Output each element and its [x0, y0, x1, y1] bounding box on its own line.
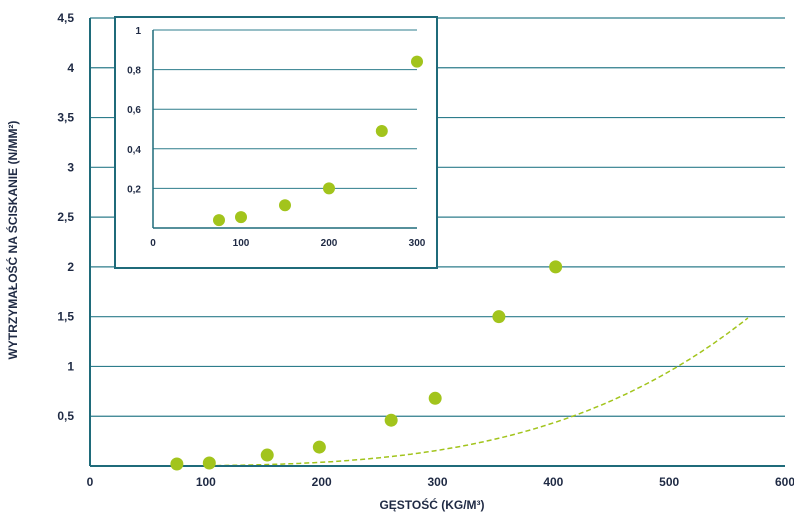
inset-y-tick-label: 0,8 [127, 66, 141, 77]
inset-data-point [323, 182, 335, 195]
inset-data-point [411, 55, 423, 68]
inset-data-point [235, 211, 247, 224]
y-tick-label: 2,5 [57, 210, 74, 224]
data-point [549, 260, 563, 274]
y-tick-label: 4 [67, 61, 74, 75]
inset-data-point [213, 214, 225, 227]
inset-x-tick-label: 300 [409, 238, 426, 249]
y-tick-label: 2 [67, 260, 74, 274]
inset-axes [152, 30, 417, 229]
y-tick-label: 0,5 [57, 409, 74, 423]
y-tick-label: 4,5 [57, 11, 74, 25]
x-axis-title: GĘSTOŚĆ (KG/M³) [379, 497, 484, 512]
data-point [202, 456, 216, 470]
inset-points [213, 55, 423, 227]
inset-grid [153, 29, 417, 189]
inset-chart: 0,2 0,4 0,6 0,8 1 0 100 200 300 [114, 16, 438, 269]
main-tick-labels: 0,5 1 1,5 2 2,5 3 3,5 4 4,5 0 100 200 300 400 500 600 [57, 11, 794, 489]
x-tick-label: 300 [427, 475, 447, 489]
data-point [428, 391, 442, 405]
y-tick-label: 3 [67, 160, 74, 174]
y-axis-title: WYTRZYMAŁOŚĆ NA ŚCISKANIE (N/MM²) [5, 121, 20, 360]
inset-x-tick-label: 200 [321, 238, 338, 249]
data-point [312, 440, 326, 454]
data-point [260, 448, 274, 462]
inset-y-tick-label: 0,6 [127, 105, 141, 116]
y-tick-label: 1,5 [57, 310, 74, 324]
x-tick-label: 100 [196, 475, 216, 489]
x-tick-label: 0 [87, 475, 94, 489]
inset-x-tick-label: 100 [233, 238, 250, 249]
y-tick-label: 3,5 [57, 111, 74, 125]
x-tick-label: 500 [659, 475, 679, 489]
inset-data-point [375, 124, 388, 137]
inset-tick-labels: 0,2 0,4 0,6 0,8 1 0 100 200 300 [127, 26, 426, 249]
inset-data-point [279, 199, 291, 212]
inset-y-tick-label: 0,4 [127, 145, 141, 156]
x-tick-label: 400 [543, 475, 563, 489]
inset-y-tick-label: 0,2 [127, 184, 141, 195]
x-tick-label: 200 [312, 475, 332, 489]
inset-y-tick-label: 1 [135, 26, 141, 37]
y-tick-label: 1 [67, 359, 74, 373]
inset-x-tick-label: 0 [150, 238, 156, 249]
trendline-1 [136, 317, 749, 467]
data-point [492, 310, 506, 324]
inset-frame [114, 16, 438, 269]
data-point [384, 413, 398, 427]
data-point [170, 457, 184, 471]
x-tick-label: 600 [775, 475, 794, 489]
main-points [170, 260, 563, 471]
main-trendlines [136, 317, 749, 467]
